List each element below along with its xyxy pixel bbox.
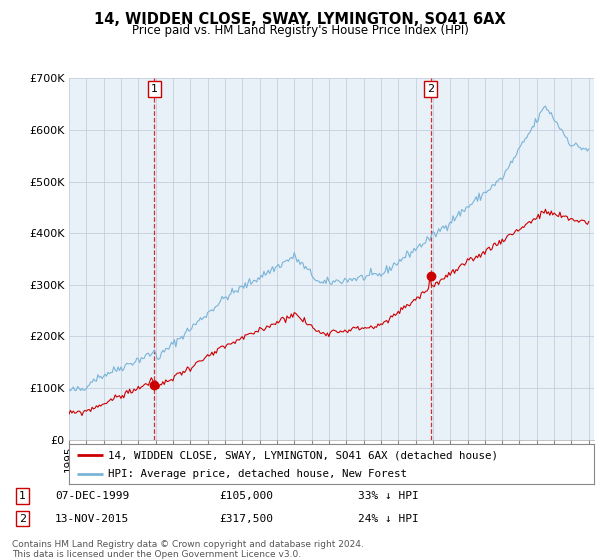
- Text: Price paid vs. HM Land Registry's House Price Index (HPI): Price paid vs. HM Land Registry's House …: [131, 24, 469, 36]
- Text: 13-NOV-2015: 13-NOV-2015: [55, 514, 130, 524]
- Text: £105,000: £105,000: [220, 491, 274, 501]
- Text: 33% ↓ HPI: 33% ↓ HPI: [358, 491, 418, 501]
- Text: 2: 2: [427, 84, 434, 94]
- Text: 14, WIDDEN CLOSE, SWAY, LYMINGTON, SO41 6AX: 14, WIDDEN CLOSE, SWAY, LYMINGTON, SO41 …: [94, 12, 506, 27]
- Text: 1: 1: [151, 84, 158, 94]
- Text: 2: 2: [19, 514, 26, 524]
- Text: 14, WIDDEN CLOSE, SWAY, LYMINGTON, SO41 6AX (detached house): 14, WIDDEN CLOSE, SWAY, LYMINGTON, SO41 …: [109, 450, 499, 460]
- Text: Contains HM Land Registry data © Crown copyright and database right 2024.
This d: Contains HM Land Registry data © Crown c…: [12, 540, 364, 559]
- Text: £317,500: £317,500: [220, 514, 274, 524]
- Text: HPI: Average price, detached house, New Forest: HPI: Average price, detached house, New …: [109, 469, 407, 479]
- Text: 24% ↓ HPI: 24% ↓ HPI: [358, 514, 418, 524]
- Text: 07-DEC-1999: 07-DEC-1999: [55, 491, 130, 501]
- Text: 1: 1: [19, 491, 26, 501]
